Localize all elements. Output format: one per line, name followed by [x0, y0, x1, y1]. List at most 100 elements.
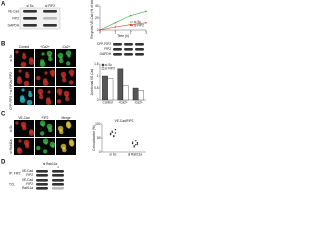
- cell-signal: [43, 149, 48, 154]
- row-label: si Sc: [9, 125, 13, 132]
- x-tick-label: +Ca2+: [118, 100, 128, 104]
- cell-signal: [62, 77, 67, 83]
- blot-band: [113, 48, 122, 51]
- cell-signal: [36, 145, 41, 151]
- blot-band: [124, 48, 133, 51]
- cell-signal: [59, 58, 64, 64]
- y-axis-label: Colocalization (%): [92, 125, 96, 151]
- cell-signal: [49, 69, 56, 76]
- blot-band: [36, 179, 48, 182]
- panel-label: B: [1, 42, 6, 48]
- blot-band: [43, 17, 57, 20]
- micrograph: [14, 138, 34, 155]
- point: [131, 141, 134, 143]
- row-label: GAPDH: [8, 23, 20, 27]
- blot-band: [124, 43, 133, 46]
- row-label: si Rab11a: [9, 139, 13, 153]
- blot-band: [113, 53, 122, 56]
- bar: [122, 85, 129, 101]
- cell-signal: [44, 71, 48, 75]
- cell-signal: [57, 52, 64, 59]
- row-label: CFP-FIP2 + si FIP2: [9, 82, 13, 110]
- cell-signal: [65, 96, 70, 102]
- lane-label: si FIP2: [45, 4, 55, 8]
- cell-signal: [22, 54, 27, 60]
- cell-signal: [18, 69, 22, 73]
- cell-signal: [46, 50, 53, 57]
- panel-label: D: [1, 160, 6, 166]
- point: [133, 146, 135, 148]
- row-label: Rab11a: [22, 186, 33, 190]
- blot-band: [36, 187, 48, 190]
- cell-signal: [49, 141, 56, 148]
- cell-signal: [63, 90, 70, 97]
- blot-frame: [19, 7, 61, 30]
- point: [109, 132, 112, 135]
- cell-signal: [22, 52, 26, 56]
- cell-signal: [17, 147, 22, 152]
- x-tick-label: si Sc: [110, 152, 117, 156]
- legend-swatch: [101, 67, 105, 70]
- point: [111, 131, 113, 134]
- cell-signal: [15, 121, 19, 125]
- y-tick-label: 0.5: [94, 86, 99, 90]
- cell-signal: [26, 99, 33, 106]
- blot-band: [52, 170, 64, 173]
- column-label: FIP2: [42, 116, 49, 120]
- x-tick-label: -Ca2+: [134, 100, 143, 104]
- panel-label: A: [1, 2, 6, 8]
- cell-signal: [20, 61, 27, 68]
- cell-signal: [42, 138, 49, 144]
- cell-signal: [57, 99, 62, 104]
- cell-signal: [56, 88, 63, 94]
- row-label: FIP2: [26, 173, 33, 177]
- cell-signal: [15, 50, 19, 54]
- row-label: VE-Cad: [8, 9, 19, 13]
- cell-signal: [17, 76, 22, 81]
- point: [109, 133, 112, 136]
- panel-label: C: [1, 112, 6, 118]
- column-label: +Ca2+: [40, 45, 50, 49]
- cell-signal: [28, 90, 32, 94]
- cell-signal: [39, 94, 44, 100]
- point: [111, 130, 113, 132]
- blot-band: [52, 183, 64, 186]
- cell-signal: [40, 59, 45, 64]
- x-tick-label: 1: [114, 30, 116, 34]
- cell-signal: [23, 139, 30, 146]
- blot-band: [23, 10, 37, 13]
- point: [145, 22, 147, 24]
- cell-signal: [21, 88, 25, 92]
- row-label: FIP2: [26, 182, 33, 186]
- x-tick-label: 2: [130, 30, 132, 34]
- point: [113, 135, 115, 137]
- bar: [102, 75, 108, 101]
- column-label: VE-Cad: [18, 116, 29, 120]
- point: [114, 128, 117, 131]
- legend-label: si FIP2: [105, 66, 115, 70]
- blot-band: [43, 10, 57, 13]
- point: [131, 142, 134, 145]
- cell-signal: [29, 57, 34, 62]
- cell-signal: [41, 52, 45, 56]
- blot-band: [124, 53, 133, 56]
- x-axis-label: Time (h): [117, 34, 129, 38]
- cell-signal: [57, 125, 64, 132]
- column-label: Merge: [61, 116, 70, 120]
- x-tick-label: 0: [99, 30, 101, 34]
- point: [114, 132, 117, 134]
- x-tick-label: Control: [103, 100, 114, 104]
- lane-label: +: [57, 165, 59, 169]
- y-tick-label: 1: [97, 74, 99, 78]
- bar: [132, 87, 139, 101]
- y-tick-label: 50: [97, 136, 101, 140]
- blot-band: [135, 48, 144, 51]
- cell-signal: [68, 69, 75, 75]
- cell-signal: [36, 75, 41, 81]
- y-tick-label: 1.5: [94, 62, 99, 66]
- blot-band: [36, 174, 48, 177]
- legend-label: si Sc: [134, 20, 141, 24]
- x-tick-label: 3: [145, 30, 147, 34]
